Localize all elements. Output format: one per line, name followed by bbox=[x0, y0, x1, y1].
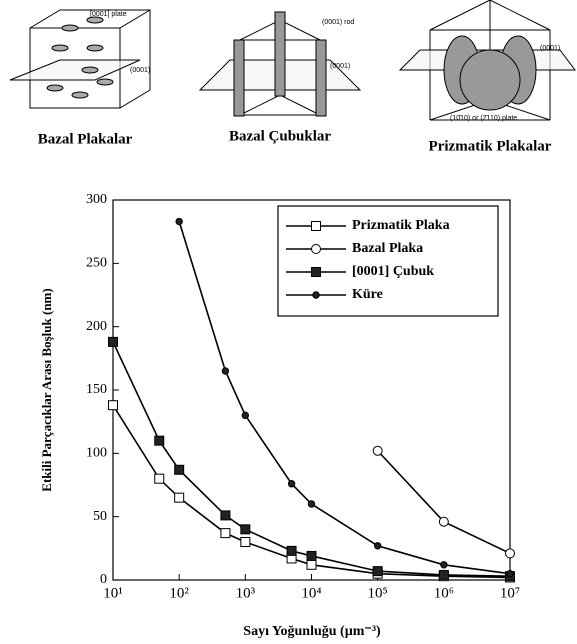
diagram-caption: Bazal Çubuklar bbox=[229, 128, 331, 144]
marker bbox=[307, 551, 316, 560]
schematics bbox=[10, 0, 575, 120]
legend-label: [0001] Çubuk bbox=[352, 264, 434, 279]
x-tick-label: 10⁵ bbox=[368, 585, 388, 601]
marker bbox=[155, 436, 164, 445]
legend-label: Küre bbox=[352, 287, 383, 302]
legend-label: Bazal Plaka bbox=[352, 241, 423, 256]
x-tick-label: 10⁶ bbox=[434, 585, 454, 601]
legend-label: Prizmatik Plaka bbox=[352, 218, 450, 233]
y-axis-label: Etkili Parçacıklar Arası Boşluk (nm) bbox=[39, 288, 54, 491]
marker bbox=[312, 222, 321, 231]
marker bbox=[176, 218, 182, 224]
marker bbox=[287, 546, 296, 555]
marker bbox=[373, 446, 382, 455]
diagram-label: (0001) rod bbox=[322, 19, 354, 26]
y-tick-label: 300 bbox=[86, 192, 107, 207]
marker bbox=[312, 245, 321, 254]
marker bbox=[439, 517, 448, 526]
marker bbox=[312, 268, 321, 277]
figure: [0001] plate (0001) (0001) rod (0001) (0… bbox=[0, 0, 577, 644]
marker bbox=[155, 474, 164, 483]
y-tick-label: 250 bbox=[86, 256, 107, 271]
marker bbox=[175, 493, 184, 502]
diagram-label: [0001] plate bbox=[90, 11, 127, 18]
y-tick-label: 50 bbox=[93, 509, 107, 524]
x-tick-label: 10³ bbox=[236, 585, 256, 601]
marker bbox=[507, 570, 513, 576]
y-tick-label: 200 bbox=[86, 319, 107, 334]
diagram-label: (10̄10) or (2̄110) plate bbox=[450, 115, 517, 122]
y-tick-label: 150 bbox=[86, 382, 107, 397]
marker bbox=[241, 525, 250, 534]
series-line bbox=[113, 342, 510, 576]
diagram-caption: Prizmatik Plakalar bbox=[429, 138, 552, 154]
marker bbox=[288, 481, 294, 487]
marker bbox=[308, 501, 314, 507]
marker bbox=[506, 549, 515, 558]
x-tick-label: 10⁷ bbox=[500, 585, 520, 601]
marker bbox=[109, 337, 118, 346]
diagram-caption: Bazal Plakalar bbox=[38, 131, 133, 147]
diagram-label: (0001) bbox=[540, 45, 560, 52]
marker bbox=[373, 567, 382, 576]
marker bbox=[441, 562, 447, 568]
page: {"diagrams":{"captions":["Bazal Plakalar… bbox=[0, 0, 577, 644]
marker bbox=[221, 529, 230, 538]
marker bbox=[175, 465, 184, 474]
marker bbox=[313, 292, 319, 298]
x-tick-label: 10⁴ bbox=[301, 585, 321, 601]
marker bbox=[109, 401, 118, 410]
marker bbox=[439, 570, 448, 579]
marker bbox=[307, 560, 316, 569]
marker bbox=[241, 538, 250, 547]
x-tick-label: 10¹ bbox=[103, 585, 123, 601]
diagram-label: (0001) bbox=[130, 67, 150, 74]
x-axis-label: Sayı Yoğunluğu (µm⁻³) bbox=[243, 624, 381, 639]
marker bbox=[374, 543, 380, 549]
y-tick-label: 100 bbox=[86, 446, 107, 461]
marker bbox=[222, 368, 228, 374]
marker bbox=[221, 511, 230, 520]
x-tick-label: 10² bbox=[169, 585, 189, 601]
series-line bbox=[378, 451, 510, 554]
marker bbox=[242, 412, 248, 418]
diagram-label: (0001) bbox=[330, 63, 350, 70]
